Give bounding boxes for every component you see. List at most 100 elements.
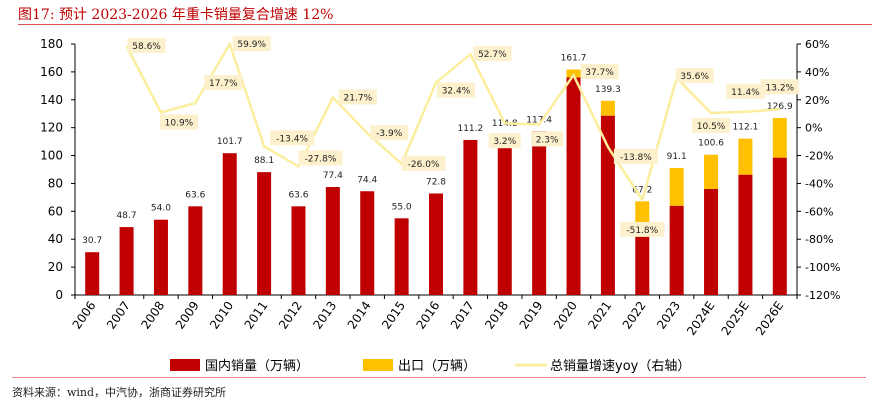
export-bar (635, 201, 650, 225)
yoy-label-bg (338, 89, 377, 105)
yoy-label: -27.8% (305, 154, 337, 164)
export-bar (669, 167, 684, 206)
domestic-bar (429, 193, 443, 295)
yoy-label-bg (488, 133, 521, 149)
domestic-bar (738, 174, 753, 295)
total-label: 48.7 (117, 211, 137, 221)
yoy-label: 59.9% (237, 40, 266, 50)
domestic-bar (119, 227, 134, 295)
x-tick-label: 2014 (345, 299, 374, 332)
domestic-bar (772, 157, 787, 295)
domestic-bar (463, 139, 478, 295)
total-label: 100.6 (698, 139, 724, 149)
total-label: 67.2 (632, 185, 652, 195)
domestic-bar (704, 189, 719, 295)
yoy-label: 10.9% (165, 118, 194, 128)
left-tick-label: 140 (40, 93, 63, 107)
yoy-label-bg (401, 155, 446, 171)
x-tick-label: 2006 (70, 299, 99, 332)
domestic-bar (153, 219, 168, 295)
domestic-bar (566, 77, 581, 295)
yoy-label: -13.8% (620, 153, 652, 163)
left-tick-label: 80 (48, 176, 63, 190)
export-bar (600, 100, 615, 116)
left-tick-label: 0 (55, 288, 63, 302)
total-label: 139.3 (595, 85, 621, 95)
export-bar (704, 154, 719, 190)
yoy-label-bg (232, 36, 271, 52)
right-tick-label: -20% (805, 150, 833, 163)
left-tick-label: 60 (48, 204, 63, 218)
legend-export-label: 出口（万辆） (398, 359, 476, 374)
x-tick-label: 2017 (448, 299, 477, 332)
domestic-bar (532, 131, 547, 295)
yoy-label: -26.0% (408, 160, 440, 170)
yoy-line (125, 41, 780, 203)
legend-domestic-label: 国内销量（万辆） (205, 358, 309, 374)
total-label: 74.4 (357, 175, 377, 185)
right-tick-label: 60% (805, 38, 829, 51)
total-label: 101.7 (217, 137, 243, 147)
right-tick-label: 20% (805, 94, 829, 107)
left-tick-label: 20 (48, 260, 63, 274)
x-tick-label: 2022 (620, 299, 649, 332)
left-tick-label: 160 (40, 65, 63, 79)
domestic-bar (85, 252, 100, 295)
x-tick-label: 2013 (310, 299, 339, 332)
x-tick-label: 2011 (242, 299, 271, 332)
yoy-label-bg (620, 221, 665, 237)
yoy-label-bg (370, 125, 409, 141)
domestic-bar (325, 187, 340, 295)
total-label: 54.0 (151, 204, 171, 214)
domestic-bar (497, 134, 512, 295)
yoy-label-bg (580, 64, 619, 80)
yoy-label: 37.7% (585, 68, 614, 78)
yoy-label: 10.5% (697, 122, 726, 132)
x-tick-label: 2018 (482, 299, 511, 332)
yoy-label: -13.4% (276, 134, 308, 144)
x-tick-label: 2020 (551, 299, 580, 332)
right-tick-label: -100% (805, 261, 840, 274)
yoy-label: 58.6% (132, 42, 161, 52)
x-tick-label: 2012 (276, 299, 305, 332)
total-label: 112.1 (733, 123, 759, 133)
yoy-label: 11.4% (731, 88, 760, 98)
yoy-label-bg (270, 130, 315, 146)
domestic-bar (394, 218, 409, 295)
x-tick-label: 2019 (517, 299, 546, 332)
total-label: 88.1 (254, 156, 274, 166)
domestic-bar (188, 206, 203, 295)
yoy-label-bg (204, 74, 243, 90)
right-tick-label: 40% (805, 66, 829, 79)
domestic-bar (600, 115, 615, 296)
total-label: 55.0 (392, 202, 412, 212)
yoy-label-bg (675, 68, 714, 84)
yoy-label: -51.8% (626, 226, 658, 236)
left-tick-label: 40 (48, 232, 63, 246)
total-label: 30.7 (82, 236, 102, 246)
yoy-label: 35.6% (680, 72, 709, 82)
domestic-bar (635, 224, 650, 295)
yoy-label-bg (159, 114, 198, 130)
x-tick-label: 2009 (173, 299, 202, 332)
right-tick-label: -120% (805, 289, 840, 302)
x-tick-label: 2026E (753, 299, 786, 338)
export-bar (738, 138, 753, 175)
yoy-label: 17.7% (209, 79, 238, 89)
domestic-bar (257, 172, 272, 295)
figure-title: 图17: 预计 2023-2026 年重卡销量复合增速 12% (18, 7, 334, 23)
yoy-label-bg (298, 150, 343, 166)
domestic-bar (291, 206, 306, 295)
right-tick-label: -60% (805, 205, 833, 218)
yoy-label-bg (473, 46, 512, 62)
total-label: 117.4 (526, 115, 552, 125)
source-note: 资料来源：wind，中汽协，浙商证券研究所 (12, 386, 227, 399)
total-label: 161.7 (561, 54, 587, 64)
yoy-label-bg (437, 82, 475, 98)
domestic-bar (360, 191, 375, 295)
chart: 0 20 40 60 80 100 120 140 160 180 -120% -100% -80% -6… (40, 36, 840, 374)
legend-domestic-swatch (170, 359, 200, 371)
right-tick-label: -40% (805, 177, 833, 190)
x-tick-label: 2010 (207, 299, 236, 332)
yoy-label: 52.7% (478, 50, 507, 60)
